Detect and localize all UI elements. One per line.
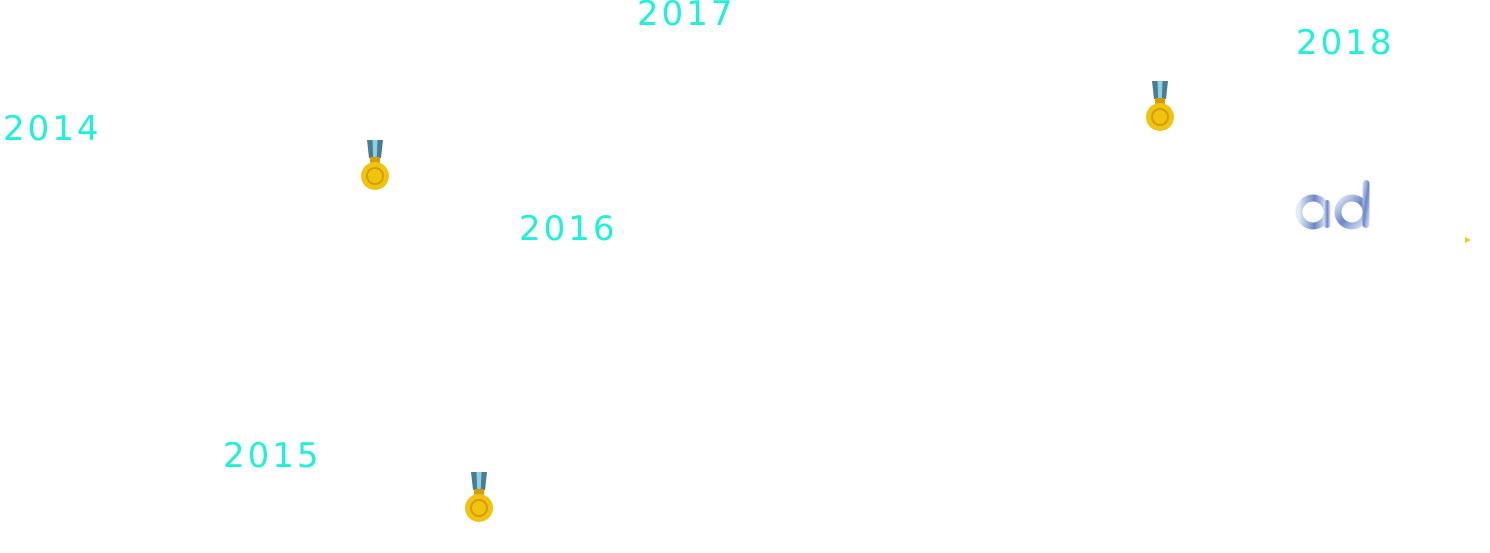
small-arrow-icon: [1465, 237, 1471, 243]
year-label-2018: 2018: [1296, 23, 1395, 63]
medal-icon[interactable]: [463, 472, 495, 524]
year-label-2017: 2017: [637, 0, 736, 34]
year-label-2014: 2014: [3, 109, 102, 149]
year-label-2015: 2015: [223, 436, 322, 476]
medal-icon[interactable]: [1144, 81, 1176, 133]
medal-icon[interactable]: [359, 140, 391, 192]
year-label-2016: 2016: [519, 209, 618, 249]
ad-logo-icon: [1295, 180, 1370, 230]
